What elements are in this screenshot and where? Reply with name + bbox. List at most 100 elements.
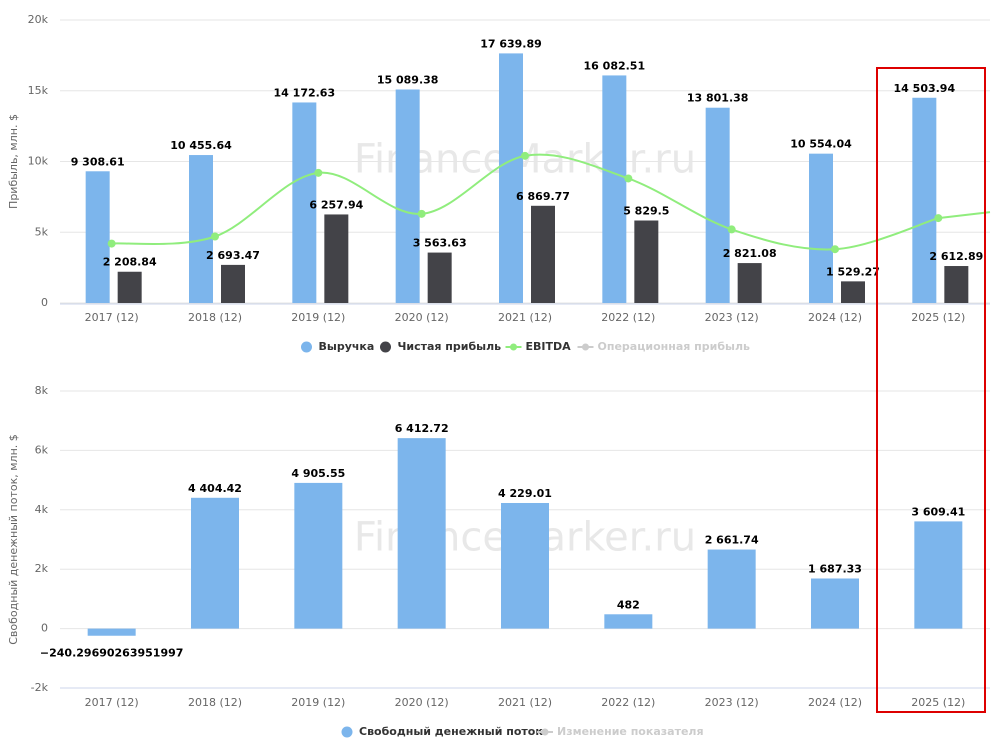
point [624, 174, 633, 183]
x-tick-label: 2023 (12) [705, 311, 759, 324]
bar [634, 220, 659, 303]
bar [914, 521, 963, 629]
bar [395, 89, 420, 303]
x-tick-label: 2021 (12) [498, 311, 552, 324]
data-label: 3 609.41 [911, 505, 965, 518]
y-tick-label: 10k [28, 155, 49, 168]
legend-entry[interactable]: Операционная прибыль [598, 340, 751, 353]
y-axis-label: Прибыль, млн. $ [7, 114, 20, 209]
x-tick-label: 2018 (12) [188, 311, 242, 324]
y-tick-label: 4k [35, 503, 49, 516]
data-label: 3 563.63 [413, 237, 467, 250]
bar [809, 153, 833, 303]
x-tick-label: 2017 (12) [85, 311, 139, 324]
bar [841, 281, 865, 303]
data-label: 10 455.64 [170, 139, 232, 152]
data-label: 2 693.47 [206, 249, 260, 262]
legend-entry[interactable]: Выручка [319, 340, 375, 353]
data-label: 10 554.04 [790, 138, 852, 151]
y-tick-label: 6k [35, 443, 49, 456]
x-tick-label: 2022 (12) [601, 311, 655, 324]
x-tick-label: 2025 (12) [911, 311, 965, 324]
legend-entry[interactable]: Чистая прибыль [398, 340, 502, 353]
x-tick-label: 2022 (12) [601, 696, 655, 709]
bar [189, 155, 213, 303]
point [521, 151, 529, 160]
point [831, 245, 839, 254]
legend-entry[interactable]: Изменение показателя [557, 725, 704, 738]
point [934, 214, 943, 223]
data-label: 2 661.74 [705, 534, 759, 547]
legend-entry[interactable]: EBITDA [526, 340, 572, 353]
data-label: 14 172.63 [274, 86, 336, 99]
data-label: 17 639.89 [480, 37, 542, 50]
data-label: −240.29690263951997 [40, 647, 184, 660]
data-label: 482 [617, 598, 640, 611]
data-label: 6 412.72 [395, 422, 449, 435]
data-label: 14 503.94 [894, 82, 956, 95]
legend-symbol [341, 726, 353, 738]
legend-symbol [301, 341, 312, 353]
bar [602, 75, 627, 303]
y-tick-label: 5k [35, 225, 49, 238]
y-tick-label: -2k [31, 681, 49, 694]
bar [604, 614, 653, 629]
legend-symbol [510, 343, 517, 351]
point [314, 168, 323, 177]
x-tick-label: 2023 (12) [705, 696, 759, 709]
legend-symbol [582, 343, 589, 351]
point [727, 225, 736, 234]
bar [221, 264, 245, 303]
data-label: 5 829.5 [623, 205, 669, 218]
data-label: 4 905.55 [291, 467, 345, 480]
data-label: 1 529.27 [826, 265, 880, 278]
bar [705, 107, 730, 303]
data-label: 16 082.51 [584, 59, 646, 72]
bar [117, 271, 142, 303]
x-tick-label: 2024 (12) [808, 311, 862, 324]
legend-symbol [380, 341, 391, 353]
y-tick-label: 0 [41, 296, 48, 309]
point [107, 239, 116, 248]
data-label: 9 308.61 [71, 155, 125, 168]
highlight-box [876, 67, 986, 713]
legend-entry[interactable]: Свободный денежный поток [359, 725, 543, 738]
bar [531, 205, 555, 303]
x-tick-label: 2025 (12) [911, 696, 965, 709]
y-axis-label: Свободный денежный поток, млн. $ [7, 434, 20, 645]
x-tick-label: 2019 (12) [291, 696, 345, 709]
bar [397, 438, 446, 629]
x-tick-label: 2024 (12) [808, 696, 862, 709]
data-label: 2 821.08 [723, 247, 777, 260]
x-tick-label: 2018 (12) [188, 696, 242, 709]
bar [737, 263, 762, 303]
data-label: 6 257.94 [309, 198, 363, 211]
data-label: 1 687.33 [808, 562, 862, 575]
bar [499, 53, 523, 304]
bar [707, 549, 756, 629]
x-tick-label: 2020 (12) [395, 696, 449, 709]
data-label: 4 229.01 [498, 487, 552, 500]
y-tick-label: 8k [35, 384, 49, 397]
y-tick-label: 0 [41, 622, 48, 635]
data-label: 15 089.38 [377, 73, 439, 86]
bar [912, 97, 937, 303]
bar [191, 497, 239, 629]
bar [427, 252, 452, 303]
x-tick-label: 2020 (12) [395, 311, 449, 324]
bar [294, 482, 343, 629]
x-tick-label: 2021 (12) [498, 696, 552, 709]
x-tick-label: 2017 (12) [85, 696, 139, 709]
data-label: 6 869.77 [516, 190, 570, 203]
bar [324, 214, 349, 303]
bar [811, 578, 859, 629]
point [417, 209, 426, 218]
point [211, 232, 219, 241]
y-tick-label: 20k [28, 13, 49, 26]
bar [85, 171, 110, 303]
bar [87, 628, 136, 636]
legend-symbol [541, 728, 549, 736]
y-tick-label: 2k [35, 562, 49, 575]
bar [944, 266, 969, 303]
